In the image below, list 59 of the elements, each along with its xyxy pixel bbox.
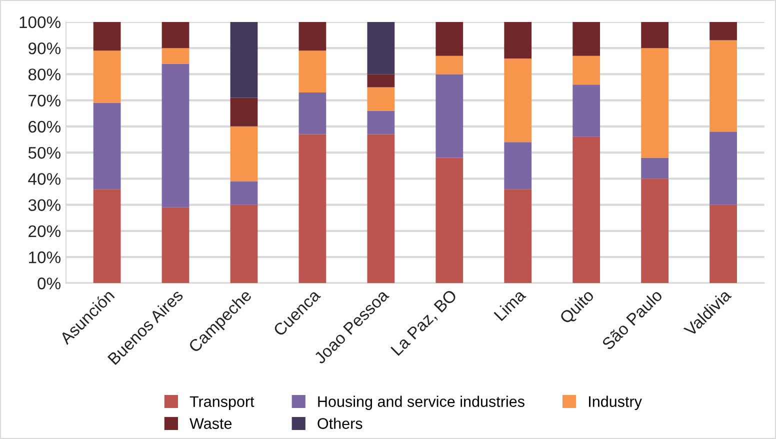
bar: [641, 22, 668, 48]
bar: [93, 50, 121, 103]
y-tick-label: 0%: [38, 278, 61, 290]
bar: [572, 136, 600, 284]
bar: [572, 84, 600, 137]
bar: [230, 204, 258, 284]
legend-label: Housing and service industries: [318, 396, 524, 410]
bar: [162, 48, 190, 64]
bar: [298, 92, 326, 134]
bar: [298, 134, 326, 284]
y-tick-label: 60%: [28, 120, 61, 133]
bar: [710, 40, 737, 132]
bar: [230, 98, 258, 126]
bar: [298, 50, 326, 92]
bar: [436, 56, 464, 74]
y-tick-label: 70%: [28, 94, 61, 107]
y-tick-label: 100%: [20, 16, 61, 28]
bar: [93, 22, 121, 51]
bar: [572, 56, 600, 85]
legend-label: Industry: [589, 396, 642, 410]
bar: [162, 207, 190, 284]
bar: [230, 126, 258, 182]
bar: [298, 22, 326, 51]
bar: [641, 158, 668, 179]
bar: [710, 132, 737, 205]
bar: [436, 74, 464, 158]
y-tick-label: 90%: [28, 42, 61, 54]
bar: [710, 204, 737, 284]
bar: [504, 22, 532, 59]
y-tick-label: 30%: [28, 199, 61, 211]
y-tick-label: 50%: [28, 146, 61, 159]
y-tick-label: 10%: [29, 251, 61, 264]
bar: [504, 142, 532, 190]
bar: [504, 58, 532, 142]
bar: [162, 22, 190, 48]
bar: [436, 22, 464, 56]
y-tick-label: 80%: [28, 68, 61, 80]
bar: [641, 178, 668, 284]
bar: [436, 158, 464, 284]
bar: [367, 87, 395, 111]
legend-label: Waste: [190, 418, 232, 429]
y-tick-label: 20%: [28, 225, 61, 238]
bar: [367, 22, 395, 74]
bar: [367, 74, 395, 88]
y-tick-label: 40%: [28, 173, 61, 185]
bar: [504, 189, 532, 284]
legend-label: Others: [318, 418, 362, 429]
bar: [162, 64, 190, 208]
bar: [93, 102, 121, 190]
bar: [367, 110, 395, 134]
bar: [230, 22, 258, 98]
bar: [367, 134, 395, 284]
bar: [710, 22, 737, 40]
bar: [93, 189, 121, 284]
bar: [572, 22, 600, 56]
bar: [641, 48, 668, 158]
bar: [230, 181, 258, 205]
x-tick-label: La Paz, BO: [390, 288, 459, 358]
legend-label: Transport: [190, 396, 254, 410]
